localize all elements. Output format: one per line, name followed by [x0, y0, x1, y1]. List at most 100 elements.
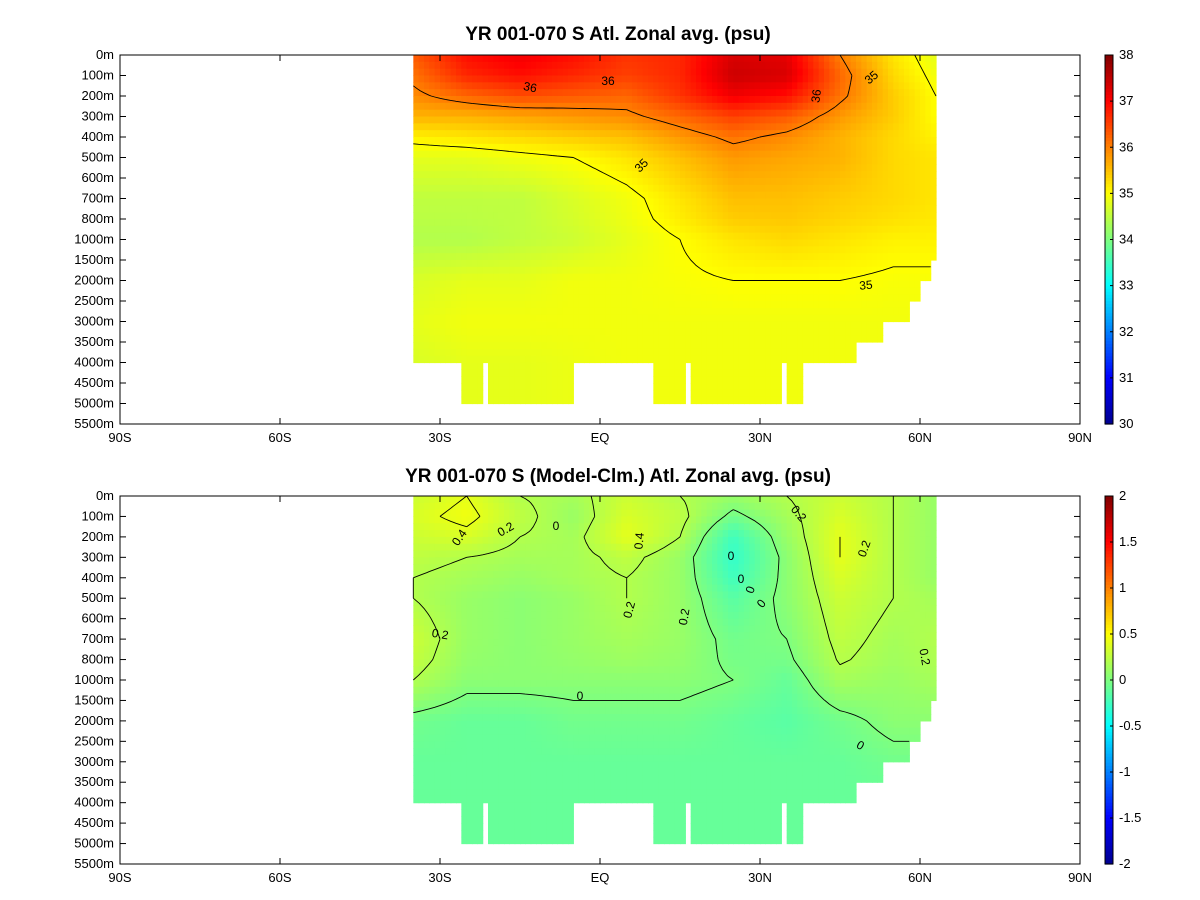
field-cell [664, 164, 670, 172]
field-cell [845, 68, 852, 77]
field-cell [568, 369, 574, 377]
field-cell [834, 184, 841, 193]
field-cell [893, 171, 900, 179]
field-cell [690, 205, 697, 213]
field-cell [925, 82, 932, 90]
field-cell [440, 198, 446, 206]
field-cell [744, 225, 750, 234]
field-cell [792, 335, 798, 343]
field-cell [610, 328, 617, 336]
field-cell [594, 55, 601, 63]
field-cell [818, 342, 825, 350]
field-cell [904, 82, 910, 90]
field-cell [450, 246, 457, 254]
field-cell [717, 280, 724, 288]
field-cell [781, 280, 788, 288]
field-cell [498, 253, 505, 261]
field-cell [525, 335, 532, 343]
field-cell [541, 198, 548, 206]
field-cell [728, 219, 734, 227]
chart-title: YR 001-070 S Atl. Zonal avg. (psu) [465, 24, 770, 45]
field-cell [509, 307, 516, 316]
field-cell [472, 307, 478, 316]
field-cell [456, 232, 462, 241]
field-cell [840, 260, 846, 268]
field-cell [584, 178, 590, 186]
field-cell [653, 184, 660, 193]
field-cell [504, 328, 510, 336]
field-cell [434, 314, 441, 323]
field-cell [541, 362, 548, 370]
field-cell [685, 89, 692, 97]
field-cell [434, 82, 441, 90]
field-cell [861, 219, 868, 227]
field-cell [877, 164, 884, 172]
field-cell [637, 178, 644, 186]
field-cell [568, 184, 574, 193]
field-cell [557, 75, 564, 83]
field-cell [717, 157, 724, 165]
field-cell [520, 260, 526, 268]
field-cell [541, 396, 548, 405]
field-cell [461, 239, 468, 247]
field-cell [429, 246, 436, 254]
field-cell [509, 383, 516, 391]
field-cell [786, 96, 793, 104]
field-cell [866, 273, 873, 282]
field-cell [594, 280, 601, 288]
field-cell [477, 287, 484, 295]
field-cell [610, 96, 617, 104]
field-cell [429, 775, 436, 783]
field-cell [653, 362, 660, 370]
field-cell [637, 130, 644, 138]
field-cell [749, 96, 756, 104]
field-cell [477, 191, 484, 200]
field-cell [578, 246, 585, 254]
field-cell [472, 55, 478, 63]
field-cell [637, 150, 644, 159]
field-cell [717, 342, 724, 350]
field-cell [472, 396, 478, 405]
colorbar-swatch [1105, 73, 1113, 78]
field-cell [722, 164, 729, 172]
field-cell [685, 301, 692, 309]
field-cell [674, 287, 681, 295]
field-cell [424, 720, 430, 729]
field-cell [424, 116, 430, 124]
field-cell [760, 321, 766, 329]
field-cell [504, 96, 510, 104]
field-cell [658, 260, 665, 268]
field-cell [445, 143, 452, 152]
field-cell [552, 253, 558, 261]
field-cell [877, 205, 884, 213]
field-cell [877, 157, 884, 165]
field-cell [488, 266, 494, 275]
field-cell [418, 530, 425, 538]
field-cell [797, 109, 804, 118]
field-cell [557, 123, 564, 131]
field-cell [701, 212, 708, 220]
field-cell [776, 143, 782, 152]
field-cell [664, 143, 670, 152]
field-cell [680, 205, 686, 213]
field-cell [824, 137, 830, 145]
field-cell [493, 253, 500, 261]
field-cell [701, 96, 708, 104]
field-cell [589, 96, 596, 104]
field-cell [893, 219, 900, 227]
field-cell [909, 205, 916, 213]
field-cell [525, 301, 532, 309]
field-cell [530, 280, 537, 288]
field-cell [856, 150, 862, 159]
field-cell [429, 673, 436, 681]
field-cell [482, 335, 489, 343]
field-cell [584, 55, 590, 63]
field-cell [856, 232, 862, 241]
field-cell [786, 109, 793, 118]
field-cell [834, 348, 841, 357]
field-cell [920, 130, 926, 138]
field-cell [434, 143, 441, 152]
field-cell [722, 362, 729, 370]
field-cell [589, 116, 596, 124]
field-cell [440, 150, 446, 159]
